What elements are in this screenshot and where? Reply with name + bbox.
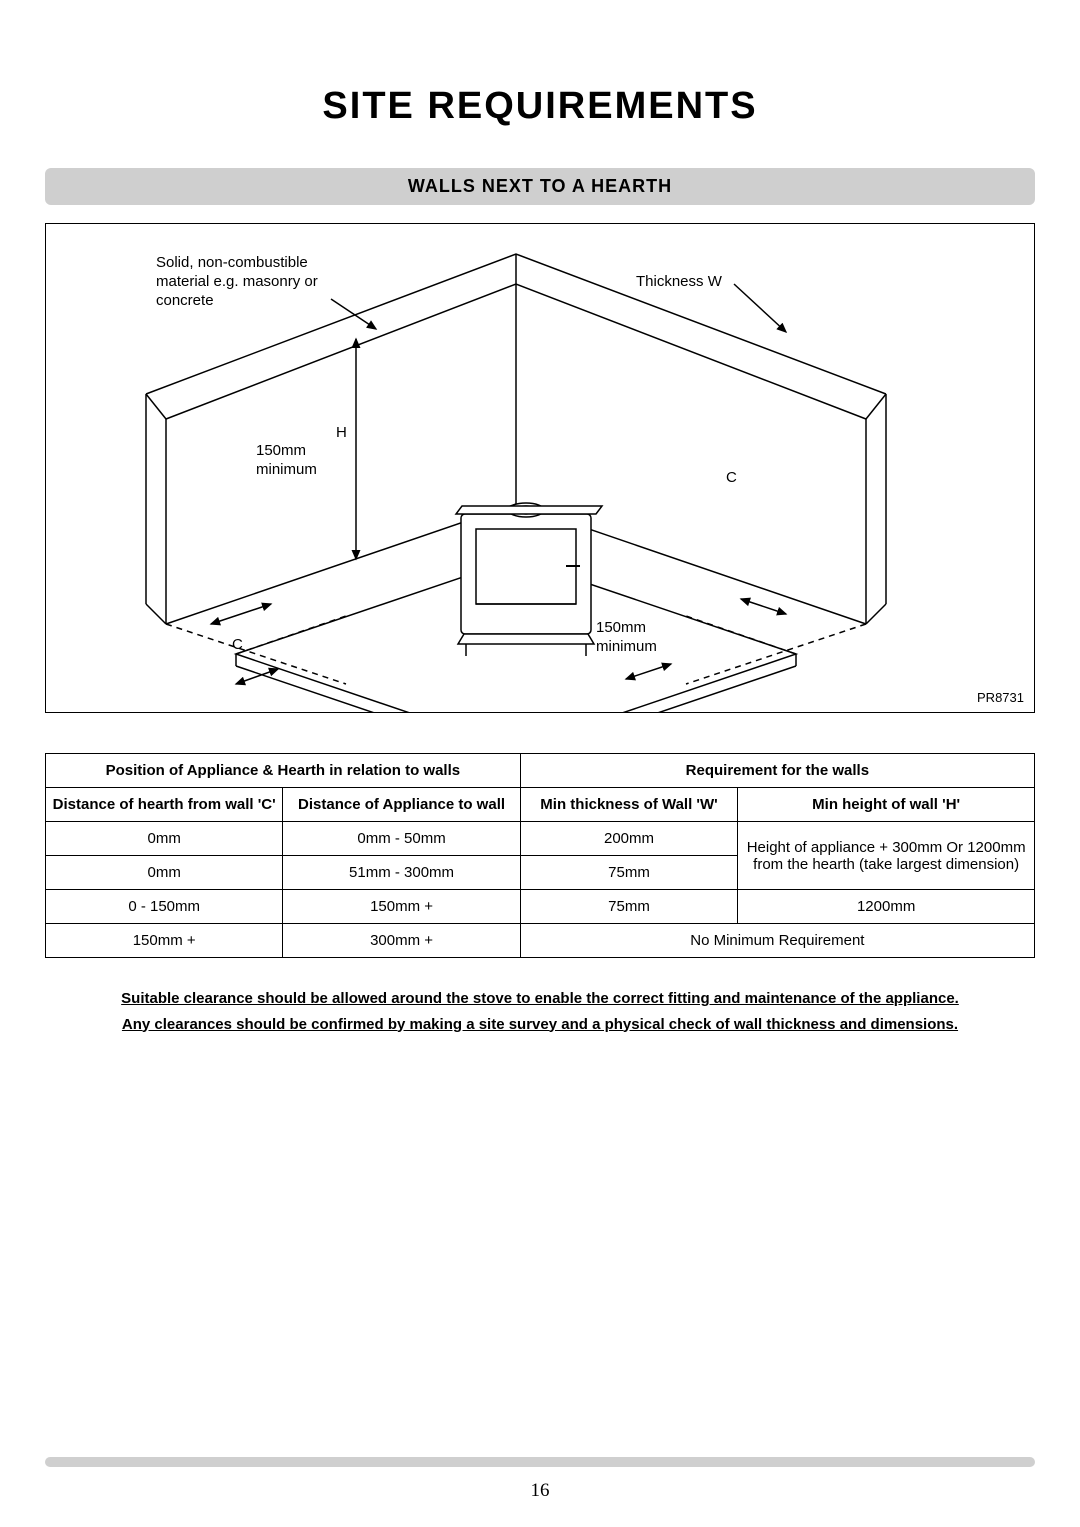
- table-header-group-row: Position of Appliance & Hearth in relati…: [46, 754, 1035, 788]
- cell-r2c2: 51mm - 300mm: [283, 856, 520, 890]
- cell-r1c1: 0mm: [46, 822, 283, 856]
- notes-line-2: Any clearances should be confirmed by ma…: [95, 1012, 985, 1038]
- diagram-label-150-bottom: 150mm minimum: [596, 619, 676, 657]
- th-col1: Distance of hearth from wall 'C': [46, 788, 283, 822]
- cell-r1c3: 200mm: [520, 822, 738, 856]
- table-header-row: Distance of hearth from wall 'C' Distanc…: [46, 788, 1035, 822]
- diagram-ref-code: PR8731: [977, 690, 1024, 706]
- diagram-label-150-left: 150mm minimum: [256, 442, 336, 480]
- notes-line-1: Suitable clearance should be allowed aro…: [95, 986, 985, 1012]
- diagram-label-material: Solid, non-combustible material e.g. mas…: [156, 254, 346, 310]
- diagram-label-c-right: C: [726, 469, 737, 488]
- requirements-table: Position of Appliance & Hearth in relati…: [45, 753, 1035, 958]
- diagram-label-c-left: C: [232, 636, 243, 655]
- page-number: 16: [0, 1480, 1080, 1502]
- page-title: SITE REQUIREMENTS: [45, 85, 1035, 128]
- table-row: 150mm + 300mm + No Minimum Requirement: [46, 924, 1035, 958]
- cell-r3c1: 0 - 150mm: [46, 890, 283, 924]
- notes-block: Suitable clearance should be allowed aro…: [45, 986, 1035, 1037]
- cell-r3c4: 1200mm: [738, 890, 1035, 924]
- cell-r2c3: 75mm: [520, 856, 738, 890]
- th-col2: Distance of Appliance to wall: [283, 788, 520, 822]
- cell-r1c2: 0mm - 50mm: [283, 822, 520, 856]
- th-position-group: Position of Appliance & Hearth in relati…: [46, 754, 521, 788]
- diagram-label-h: H: [336, 424, 347, 443]
- section-heading-bar: WALLS NEXT TO A HEARTH: [45, 168, 1035, 205]
- hearth-diagram: Solid, non-combustible material e.g. mas…: [45, 223, 1035, 713]
- cell-r4c2: 300mm +: [283, 924, 520, 958]
- cell-r3c3: 75mm: [520, 890, 738, 924]
- th-requirement-group: Requirement for the walls: [520, 754, 1034, 788]
- cell-r4-merged: No Minimum Requirement: [520, 924, 1034, 958]
- th-col4: Min height of wall 'H': [738, 788, 1035, 822]
- table-row: 0mm 0mm - 50mm 200mm Height of appliance…: [46, 822, 1035, 856]
- cell-merged-height: Height of appliance + 300mm Or 1200mm fr…: [738, 822, 1035, 890]
- diagram-label-thickness-w: Thickness W: [636, 273, 722, 292]
- cell-r2c1: 0mm: [46, 856, 283, 890]
- th-col3: Min thickness of Wall 'W': [520, 788, 738, 822]
- cell-r3c2: 150mm +: [283, 890, 520, 924]
- cell-r4c1: 150mm +: [46, 924, 283, 958]
- table-row: 0 - 150mm 150mm + 75mm 1200mm: [46, 890, 1035, 924]
- footer-bar: [45, 1457, 1035, 1467]
